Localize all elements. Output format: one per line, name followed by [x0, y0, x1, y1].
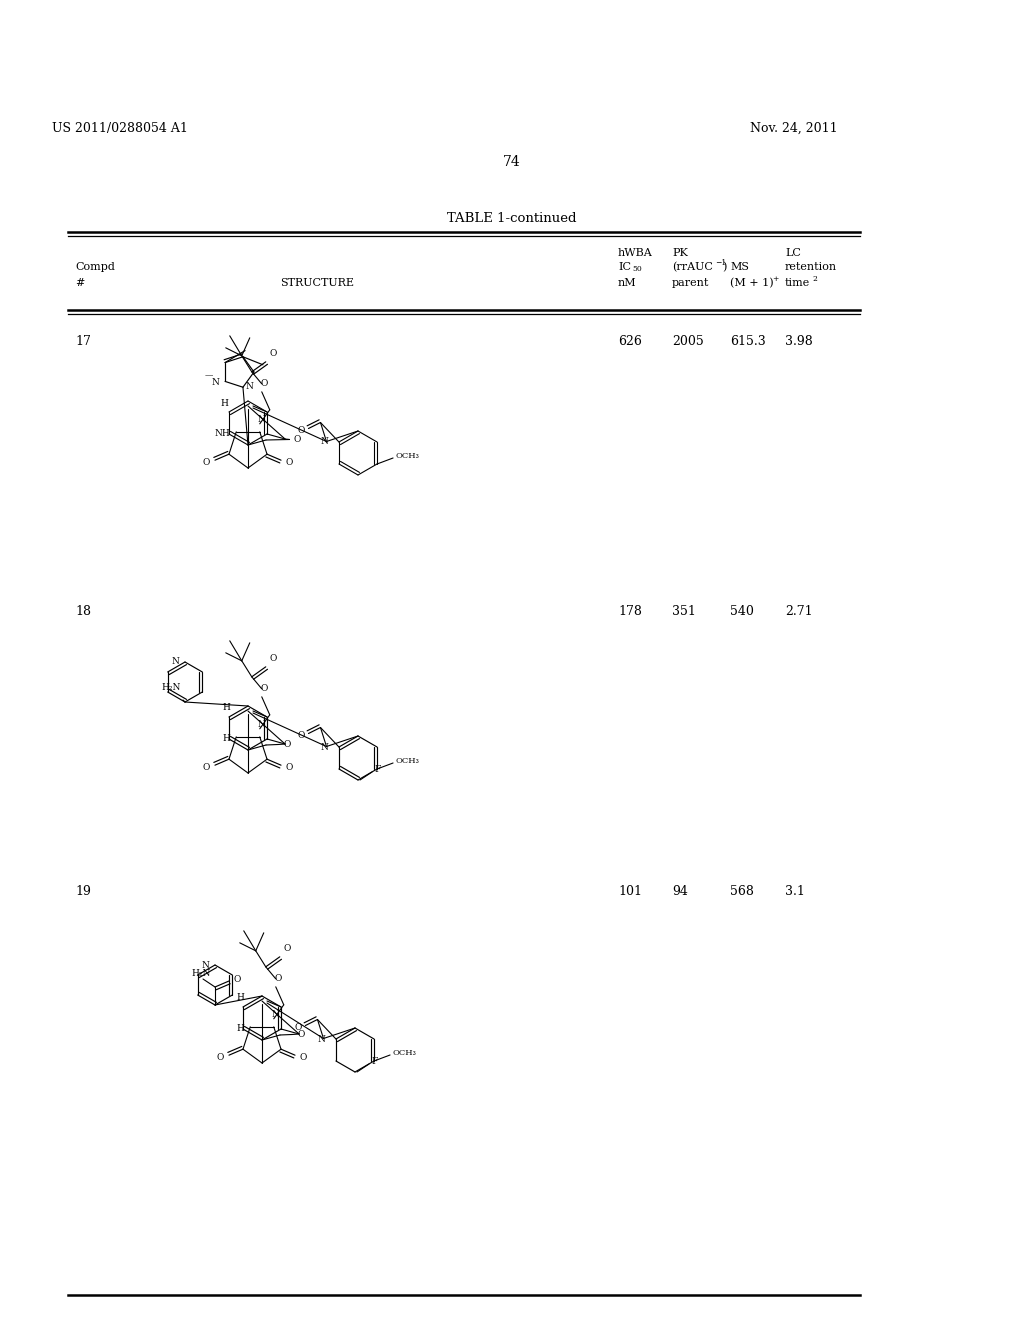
Text: 540: 540 [730, 605, 754, 618]
Text: N: N [321, 437, 329, 446]
Text: #: # [75, 279, 84, 288]
Text: (M + 1): (M + 1) [730, 279, 773, 288]
Text: N: N [321, 742, 329, 751]
Text: H₂N: H₂N [191, 969, 211, 978]
Text: H: H [237, 994, 244, 1002]
Text: NH: NH [214, 429, 230, 438]
Text: O: O [297, 1030, 304, 1039]
Text: STRUCTURE: STRUCTURE [280, 279, 354, 288]
Text: 2.71: 2.71 [785, 605, 813, 618]
Text: N: N [317, 1035, 326, 1044]
Text: N: N [246, 381, 254, 391]
Text: H: H [220, 399, 228, 408]
Text: O: O [294, 436, 301, 444]
Text: O: O [260, 684, 267, 693]
Text: H: H [222, 704, 230, 713]
Text: N: N [211, 378, 219, 387]
Text: retention: retention [785, 261, 838, 272]
Text: 2: 2 [812, 275, 817, 282]
Text: 18: 18 [75, 605, 91, 618]
Text: O: O [285, 458, 293, 467]
Text: O: O [269, 348, 278, 358]
Text: O: O [283, 741, 291, 748]
Text: time: time [785, 279, 810, 288]
Text: O: O [294, 1023, 301, 1032]
Text: H: H [222, 734, 230, 743]
Text: F: F [371, 1057, 378, 1067]
Text: OCH₃: OCH₃ [395, 756, 419, 766]
Text: O: O [299, 1052, 306, 1061]
Text: O: O [274, 974, 282, 983]
Text: Nov. 24, 2011: Nov. 24, 2011 [751, 121, 838, 135]
Text: −1: −1 [715, 259, 726, 267]
Text: 568: 568 [730, 884, 754, 898]
Text: N: N [271, 1010, 280, 1019]
Text: parent: parent [672, 279, 710, 288]
Text: hWBA: hWBA [618, 248, 652, 257]
Text: LC: LC [785, 248, 801, 257]
Text: 101: 101 [618, 884, 642, 898]
Text: IC: IC [618, 261, 631, 272]
Text: 19: 19 [75, 884, 91, 898]
Text: +: + [772, 275, 778, 282]
Text: O: O [203, 763, 210, 772]
Text: O: O [284, 944, 291, 953]
Text: O: O [297, 731, 304, 741]
Text: 94: 94 [672, 884, 688, 898]
Text: 50: 50 [632, 265, 642, 273]
Text: OCH₃: OCH₃ [395, 451, 419, 459]
Text: H₂N: H₂N [162, 684, 181, 693]
Text: 74: 74 [503, 154, 521, 169]
Text: O: O [260, 379, 267, 388]
Text: Compd: Compd [75, 261, 115, 272]
Text: —: — [205, 371, 213, 379]
Text: O: O [233, 974, 241, 983]
Text: F: F [374, 766, 380, 775]
Text: 626: 626 [618, 335, 642, 348]
Text: PK: PK [672, 248, 688, 257]
Text: OCH₃: OCH₃ [392, 1049, 416, 1057]
Text: 3.98: 3.98 [785, 335, 813, 348]
Text: O: O [285, 763, 293, 772]
Text: N: N [258, 414, 265, 424]
Text: O: O [269, 653, 278, 663]
Text: (rrAUC: (rrAUC [672, 261, 713, 272]
Text: TABLE 1-continued: TABLE 1-continued [447, 213, 577, 224]
Text: 351: 351 [672, 605, 696, 618]
Text: US 2011/0288054 A1: US 2011/0288054 A1 [52, 121, 187, 135]
Text: O: O [203, 458, 210, 467]
Text: ): ) [722, 261, 726, 272]
Text: O: O [217, 1052, 224, 1061]
Text: 2005: 2005 [672, 335, 703, 348]
Text: N: N [258, 719, 265, 729]
Text: MS: MS [730, 261, 749, 272]
Text: H: H [237, 1024, 245, 1034]
Text: N: N [201, 961, 209, 969]
Text: 178: 178 [618, 605, 642, 618]
Text: nM: nM [618, 279, 637, 288]
Text: O: O [297, 426, 304, 436]
Text: 17: 17 [75, 335, 91, 348]
Text: 3.1: 3.1 [785, 884, 805, 898]
Text: N: N [171, 657, 179, 667]
Text: 615.3: 615.3 [730, 335, 766, 348]
